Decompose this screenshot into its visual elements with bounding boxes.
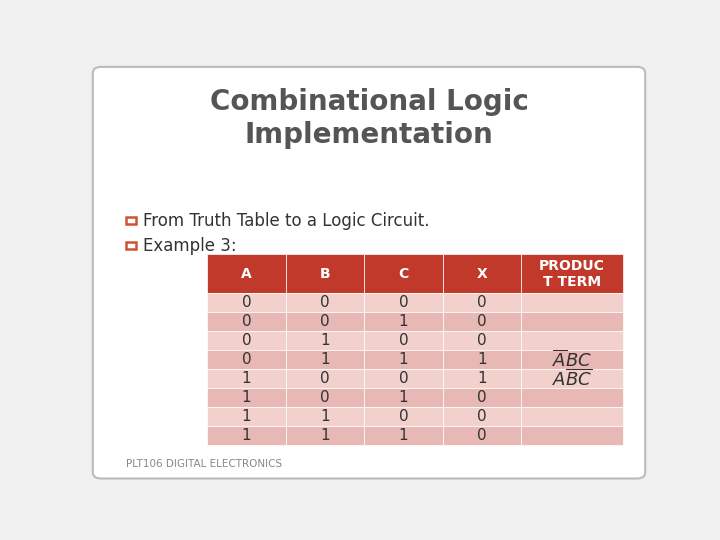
Bar: [443, 407, 521, 426]
Bar: [286, 332, 364, 350]
Bar: [443, 313, 521, 332]
Bar: [207, 293, 286, 313]
Text: From Truth Table to a Logic Circuit.: From Truth Table to a Logic Circuit.: [143, 212, 430, 230]
Text: PLT106 DIGITAL ELECTRONICS: PLT106 DIGITAL ELECTRONICS: [126, 459, 282, 469]
Bar: [364, 369, 443, 388]
Text: PRODUC
T TERM: PRODUC T TERM: [539, 259, 605, 289]
Bar: [364, 313, 443, 332]
Bar: [207, 254, 286, 293]
Bar: [364, 254, 443, 293]
Bar: [286, 388, 364, 407]
Bar: [443, 388, 521, 407]
Text: 0: 0: [477, 390, 487, 406]
Bar: [207, 313, 286, 332]
Bar: [126, 217, 136, 225]
Text: 0: 0: [242, 295, 251, 310]
Bar: [207, 407, 286, 426]
Text: 0: 0: [242, 353, 251, 367]
Bar: [286, 313, 364, 332]
Text: 1: 1: [242, 428, 251, 443]
Text: C: C: [398, 267, 409, 281]
Text: 1: 1: [399, 314, 408, 329]
Bar: [521, 407, 623, 426]
Bar: [364, 407, 443, 426]
FancyBboxPatch shape: [93, 67, 645, 478]
Text: 1: 1: [320, 353, 330, 367]
Text: 0: 0: [320, 314, 330, 329]
Text: 1: 1: [399, 428, 408, 443]
Text: 0: 0: [320, 372, 330, 386]
Bar: [207, 388, 286, 407]
Text: 0: 0: [399, 409, 408, 424]
Text: Example 3:: Example 3:: [143, 237, 237, 255]
Text: 1: 1: [477, 372, 487, 386]
Bar: [286, 350, 364, 369]
Text: 0: 0: [399, 295, 408, 310]
Bar: [364, 426, 443, 445]
Text: 1: 1: [320, 428, 330, 443]
Text: Combinational Logic
Implementation: Combinational Logic Implementation: [210, 87, 528, 149]
Bar: [364, 350, 443, 369]
Text: $A\overline{B}\overline{C}$: $A\overline{B}\overline{C}$: [552, 368, 592, 389]
Bar: [286, 426, 364, 445]
Text: 0: 0: [477, 314, 487, 329]
Text: 0: 0: [242, 333, 251, 348]
Text: 0: 0: [477, 428, 487, 443]
Text: 1: 1: [242, 372, 251, 386]
Bar: [443, 332, 521, 350]
Text: 0: 0: [477, 333, 487, 348]
Bar: [286, 293, 364, 313]
Text: 1: 1: [399, 390, 408, 406]
Bar: [443, 369, 521, 388]
Text: 1: 1: [242, 409, 251, 424]
Bar: [521, 426, 623, 445]
Bar: [443, 426, 521, 445]
Bar: [521, 313, 623, 332]
Bar: [443, 350, 521, 369]
Bar: [207, 332, 286, 350]
Bar: [521, 293, 623, 313]
Text: 0: 0: [242, 314, 251, 329]
Bar: [521, 388, 623, 407]
Text: 0: 0: [320, 295, 330, 310]
Text: 0: 0: [477, 295, 487, 310]
Bar: [521, 369, 623, 388]
Text: 0: 0: [399, 333, 408, 348]
Bar: [443, 254, 521, 293]
Bar: [364, 332, 443, 350]
Bar: [521, 350, 623, 369]
Text: 0: 0: [320, 390, 330, 406]
Bar: [207, 350, 286, 369]
Text: 1: 1: [399, 353, 408, 367]
Bar: [207, 369, 286, 388]
Bar: [286, 254, 364, 293]
Text: 1: 1: [242, 390, 251, 406]
Bar: [286, 407, 364, 426]
Text: X: X: [477, 267, 487, 281]
Text: 0: 0: [477, 409, 487, 424]
Text: 1: 1: [320, 333, 330, 348]
Text: $\overline{A}BC$: $\overline{A}BC$: [552, 349, 592, 370]
Bar: [207, 426, 286, 445]
Bar: [521, 332, 623, 350]
Text: 0: 0: [399, 372, 408, 386]
Text: 1: 1: [477, 353, 487, 367]
Bar: [126, 242, 136, 249]
Text: 1: 1: [320, 409, 330, 424]
Bar: [521, 254, 623, 293]
Bar: [364, 388, 443, 407]
Bar: [364, 293, 443, 313]
Bar: [443, 293, 521, 313]
Text: B: B: [320, 267, 330, 281]
Text: A: A: [241, 267, 252, 281]
Bar: [286, 369, 364, 388]
